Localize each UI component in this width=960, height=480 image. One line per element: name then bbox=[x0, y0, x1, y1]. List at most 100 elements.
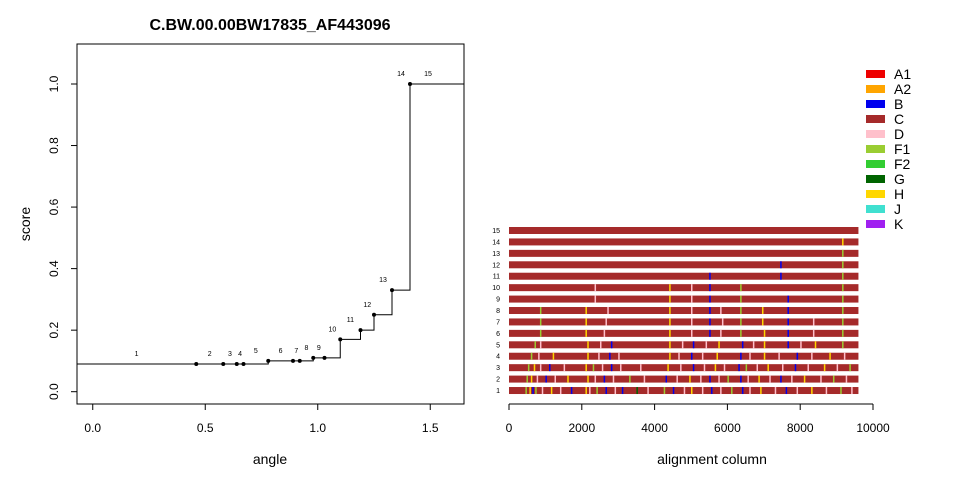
subtype-mark bbox=[539, 307, 542, 315]
subtype-mark bbox=[709, 284, 711, 292]
x-tick-label: 2000 bbox=[568, 421, 595, 435]
y-tick-label: 0.0 bbox=[47, 383, 61, 400]
legend-swatch bbox=[866, 70, 885, 78]
step-point bbox=[297, 358, 302, 363]
subtype-mark bbox=[607, 307, 609, 315]
subtype-mark bbox=[563, 364, 566, 372]
subtype-mark bbox=[787, 295, 789, 303]
row-bar bbox=[509, 352, 859, 360]
subtype-mark bbox=[814, 341, 817, 349]
subtype-mark bbox=[647, 387, 649, 395]
subtype-mark bbox=[610, 341, 613, 349]
subtype-mark bbox=[669, 307, 671, 315]
subtype-mark bbox=[832, 375, 835, 383]
x-tick-label: 1.0 bbox=[309, 421, 326, 435]
subtype-mark bbox=[803, 375, 806, 383]
subtype-mark bbox=[609, 352, 611, 360]
row-bar bbox=[509, 375, 859, 383]
subtype-mark bbox=[592, 364, 595, 372]
subtype-mark bbox=[842, 284, 844, 292]
legend-swatch bbox=[866, 220, 885, 228]
plot-frame bbox=[76, 43, 465, 405]
legend-label: J bbox=[894, 201, 901, 217]
subtype-mark bbox=[780, 272, 782, 280]
step-label: 4 bbox=[238, 351, 242, 358]
row-bar bbox=[509, 227, 859, 234]
subtype-mark bbox=[539, 341, 542, 349]
subtype-mark bbox=[601, 364, 604, 372]
legend-label: D bbox=[894, 126, 904, 142]
subtype-mark bbox=[727, 375, 729, 383]
step-point bbox=[241, 362, 246, 366]
subtype-mark bbox=[672, 387, 675, 395]
subtype-mark bbox=[700, 375, 702, 383]
subtype-mark bbox=[787, 329, 789, 337]
subtype-mark bbox=[539, 318, 542, 326]
subtype-mark bbox=[691, 329, 693, 337]
subtype-mark bbox=[842, 295, 844, 303]
subtype-mark bbox=[740, 329, 742, 337]
subtype-mark bbox=[680, 364, 682, 372]
alignment-x-axis: 0 2000 4000 6000 8000 10000 bbox=[506, 403, 890, 435]
y-tick-label: 0.4 bbox=[47, 260, 61, 277]
x-axis: 0.0 0.5 1.0 1.5 bbox=[84, 404, 439, 435]
legend-label: C bbox=[894, 111, 904, 127]
subtype-mark bbox=[640, 364, 642, 372]
alignment-row: 10 bbox=[492, 284, 859, 292]
subtype-mark bbox=[585, 364, 587, 372]
subtype-mark bbox=[526, 375, 528, 383]
subtype-mark bbox=[603, 329, 606, 337]
row-bar bbox=[509, 249, 859, 257]
subtype-mark bbox=[676, 375, 678, 383]
subtype-mark bbox=[559, 387, 562, 395]
step-point bbox=[221, 362, 226, 366]
subtype-mark bbox=[681, 341, 684, 349]
alignment-row: 2 bbox=[496, 375, 859, 384]
legend-item: D bbox=[866, 126, 904, 142]
subtype-mark bbox=[842, 341, 844, 349]
subtype-mark bbox=[796, 352, 799, 360]
subtype-mark bbox=[535, 387, 537, 395]
alignment-row: 3 bbox=[496, 364, 859, 372]
legend-item: K bbox=[866, 216, 904, 232]
subtype-mark bbox=[811, 387, 813, 395]
step-label: 8 bbox=[305, 345, 309, 352]
row-label: 6 bbox=[496, 331, 500, 338]
subtype-mark bbox=[718, 375, 720, 383]
legend-label: A1 bbox=[894, 66, 911, 82]
row-bar bbox=[509, 329, 859, 337]
subtype-mark bbox=[709, 307, 711, 315]
step-label: 15 bbox=[424, 71, 432, 78]
subtype-mark bbox=[749, 352, 751, 360]
step-point bbox=[390, 288, 394, 293]
subtype-mark bbox=[840, 387, 842, 395]
subtype-mark bbox=[709, 295, 711, 303]
legend-item: J bbox=[866, 201, 901, 217]
subtype-mark bbox=[701, 387, 704, 395]
subtype-mark bbox=[825, 387, 828, 395]
subtype-mark bbox=[811, 352, 813, 360]
x-tick-label: 1.5 bbox=[422, 421, 439, 435]
subtype-mark bbox=[585, 318, 587, 326]
legend-item: C bbox=[866, 111, 904, 127]
subtype-mark bbox=[534, 341, 536, 349]
subtype-mark bbox=[589, 387, 591, 395]
step-point bbox=[291, 358, 295, 363]
subtype-mark bbox=[720, 329, 722, 337]
legend-item: A2 bbox=[866, 81, 911, 97]
subtype-mark bbox=[669, 318, 671, 326]
legend-label: K bbox=[894, 216, 904, 232]
legend-swatch bbox=[866, 100, 885, 108]
subtype-mark bbox=[691, 387, 693, 395]
subtype-mark bbox=[603, 375, 606, 383]
legend-label: F2 bbox=[894, 156, 911, 172]
y-tick-label: 1.0 bbox=[47, 75, 61, 92]
subtype-mark bbox=[756, 364, 759, 372]
subtype-mark bbox=[539, 329, 542, 337]
x-tick-label: 0 bbox=[506, 421, 513, 435]
x-axis-title: angle bbox=[253, 451, 287, 467]
subtype-mark bbox=[812, 329, 815, 337]
row-label: 8 bbox=[496, 308, 500, 315]
